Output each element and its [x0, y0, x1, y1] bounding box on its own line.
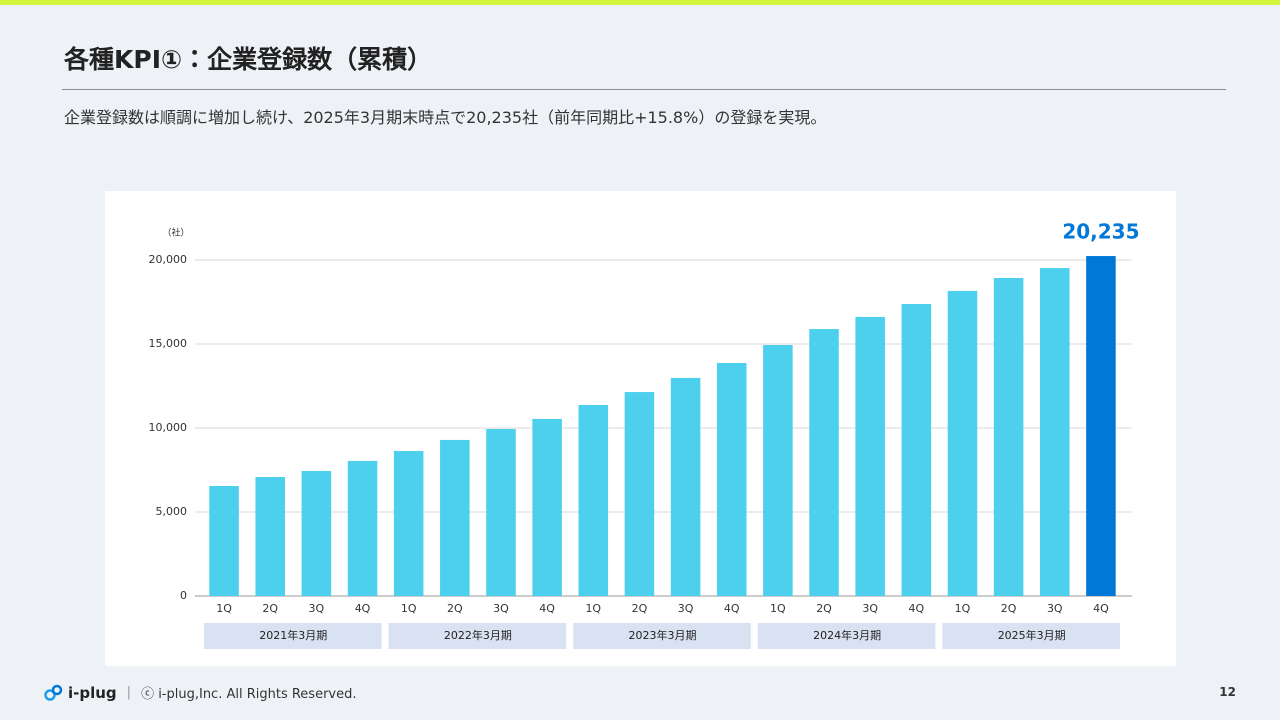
value-label: 20,235	[1062, 220, 1139, 244]
x-tick-label: 4Q	[1093, 602, 1109, 615]
y-tick-label: 10,000	[149, 421, 188, 434]
group-box	[388, 623, 567, 649]
x-tick-label: 2Q	[632, 602, 648, 615]
group-box	[757, 623, 936, 649]
x-tick-label: 4Q	[908, 602, 924, 615]
bar	[347, 460, 378, 596]
x-tick-label: 2Q	[447, 602, 463, 615]
bar	[947, 290, 978, 596]
bar	[1086, 256, 1116, 596]
group-label: 2025年3月期	[998, 628, 1066, 642]
bar	[670, 377, 701, 596]
x-tick-label: 4Q	[539, 602, 555, 615]
bar	[393, 451, 424, 596]
x-tick-label: 3Q	[862, 602, 878, 615]
bar	[809, 329, 839, 596]
bar	[901, 304, 932, 596]
footer: i-plug | ⓒ i-plug,Inc. All Rights Reserv…	[44, 683, 357, 702]
group-box	[942, 623, 1120, 649]
x-tick-label: 3Q	[493, 602, 509, 615]
page-number: 12	[1219, 685, 1236, 699]
y-tick-label: 15,000	[149, 337, 188, 350]
y-axis-unit: （社）	[162, 227, 189, 239]
x-tick-label: 2Q	[1001, 602, 1017, 615]
x-tick-label: 1Q	[585, 602, 601, 615]
bar	[763, 345, 793, 596]
group-label: 2023年3月期	[629, 628, 697, 642]
bar	[301, 471, 332, 596]
title-rule	[62, 89, 1226, 90]
group-box	[573, 623, 751, 649]
bar	[855, 316, 885, 596]
separator: |	[126, 685, 132, 700]
y-tick-label: 20,000	[149, 253, 188, 266]
x-tick-label: 3Q	[678, 602, 694, 615]
x-tick-label: 4Q	[355, 602, 371, 615]
x-tick-label: 4Q	[724, 602, 740, 615]
slide-title: 各種KPI①：企業登録数（累積）	[64, 45, 433, 74]
bar	[578, 404, 609, 596]
slide-subtitle: 企業登録数は順調に増加し続け、2025年3月期末時点で20,235社（前年同期比…	[64, 108, 827, 127]
group-label: 2021年3月期	[259, 628, 327, 642]
bar	[440, 439, 470, 596]
x-tick-label: 2Q	[816, 602, 832, 615]
x-tick-label: 1Q	[770, 602, 786, 615]
y-tick-label: 5,000	[156, 505, 188, 518]
x-tick-label: 1Q	[401, 602, 417, 615]
bar	[716, 362, 747, 596]
bar	[209, 485, 239, 596]
bar	[993, 277, 1024, 596]
bar	[1040, 268, 1070, 596]
group-label: 2022年3月期	[444, 628, 512, 642]
bar	[624, 392, 655, 596]
logo: i-plug	[44, 684, 117, 702]
group-label: 2024年3月期	[813, 628, 881, 642]
bar	[532, 418, 562, 596]
logo-icon	[44, 684, 63, 701]
group-box	[204, 623, 382, 649]
bar	[255, 477, 285, 596]
x-tick-label: 3Q	[1047, 602, 1063, 615]
top-bar	[0, 0, 1280, 5]
y-tick-label: 0	[180, 589, 187, 602]
bar	[486, 429, 516, 596]
x-tick-label: 1Q	[955, 602, 971, 615]
logo-text: i-plug	[68, 683, 117, 702]
copyright: ⓒ i-plug,Inc. All Rights Reserved.	[141, 687, 357, 702]
x-tick-label: 1Q	[216, 602, 232, 615]
x-tick-label: 2Q	[262, 602, 278, 615]
x-tick-label: 3Q	[309, 602, 325, 615]
